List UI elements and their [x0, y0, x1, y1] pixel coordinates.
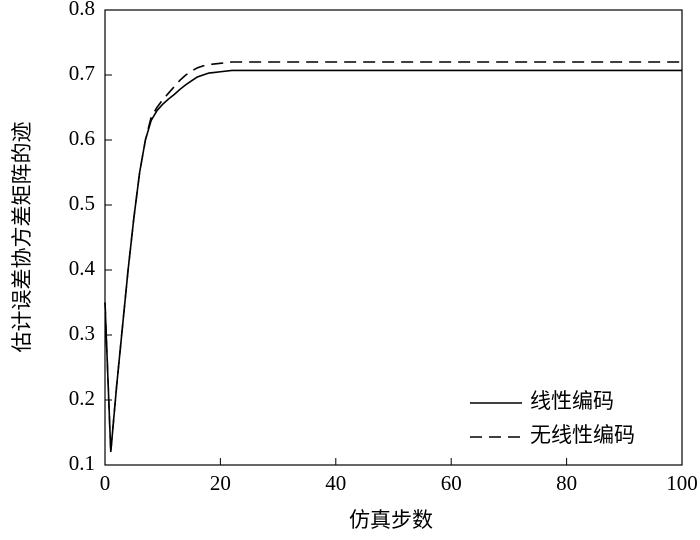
y-axis-label: 估计误差协方差矩阵的迹	[10, 122, 34, 353]
y-tick-label: 0.5	[69, 191, 95, 215]
legend-label: 无线性编码	[530, 423, 635, 447]
y-tick-label: 0.1	[69, 451, 95, 475]
x-tick-label: 100	[666, 471, 698, 495]
plot-frame	[104, 9, 683, 466]
series-line	[104, 61, 682, 453]
y-tick-label: 0.2	[69, 386, 95, 410]
legend-label: 线性编码	[530, 389, 614, 413]
y-tick-label: 0.3	[69, 321, 95, 345]
series-line	[104, 69, 682, 453]
x-tick-label: 60	[441, 471, 462, 495]
y-tick-label: 0.8	[69, 0, 95, 20]
y-tick-label: 0.7	[69, 61, 95, 85]
x-tick-label: 20	[210, 471, 231, 495]
x-tick-label: 40	[325, 471, 346, 495]
x-axis-label: 仿真步数	[349, 508, 433, 532]
x-tick-label: 0	[100, 471, 111, 495]
y-tick-label: 0.4	[69, 256, 96, 280]
y-tick-label: 0.6	[69, 126, 95, 150]
x-tick-label: 80	[556, 471, 577, 495]
